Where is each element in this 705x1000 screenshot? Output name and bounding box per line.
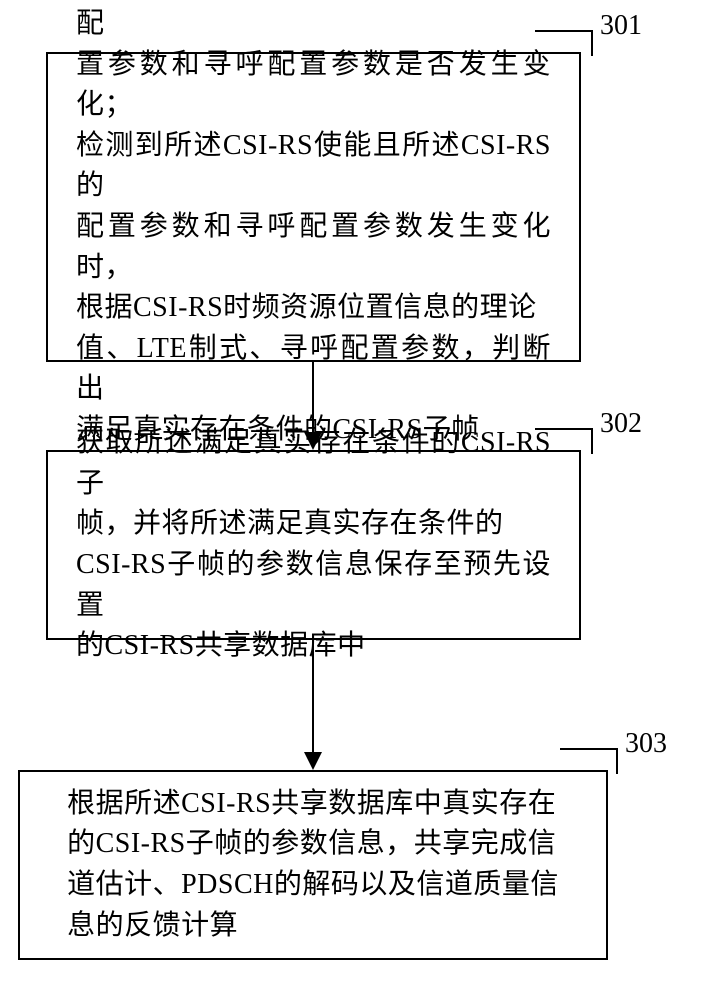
flow-node-303-text: 根据所述CSI-RS共享数据库中真实存在 的CSI-RS子帧的参数信息，共享完成…	[67, 784, 559, 946]
flowchart-canvas: 检测CSI-RS是否使能，以及CSI-RS的配 置参数和寻呼配置参数是否发生变化…	[0, 0, 705, 1000]
arrow-302-303	[312, 640, 314, 752]
flow-node-301-leader	[535, 30, 593, 56]
flow-node-302-text: 获取所述满足真实存在条件的CSI-RS子 帧，并将所述满足真实存在条件的 CSI…	[76, 423, 551, 667]
arrow-301-302	[312, 362, 314, 432]
flow-node-303-leader	[560, 748, 618, 774]
flow-node-301: 检测CSI-RS是否使能，以及CSI-RS的配 置参数和寻呼配置参数是否发生变化…	[46, 52, 581, 362]
arrow-302-303-head	[304, 752, 322, 770]
flow-node-303-label: 303	[625, 728, 667, 760]
flow-node-301-label: 301	[600, 10, 642, 42]
flow-node-302: 获取所述满足真实存在条件的CSI-RS子 帧，并将所述满足真实存在条件的 CSI…	[46, 450, 581, 640]
flow-node-303: 根据所述CSI-RS共享数据库中真实存在 的CSI-RS子帧的参数信息，共享完成…	[18, 770, 608, 960]
flow-node-302-leader	[535, 428, 593, 454]
flow-node-302-label: 302	[600, 408, 642, 440]
